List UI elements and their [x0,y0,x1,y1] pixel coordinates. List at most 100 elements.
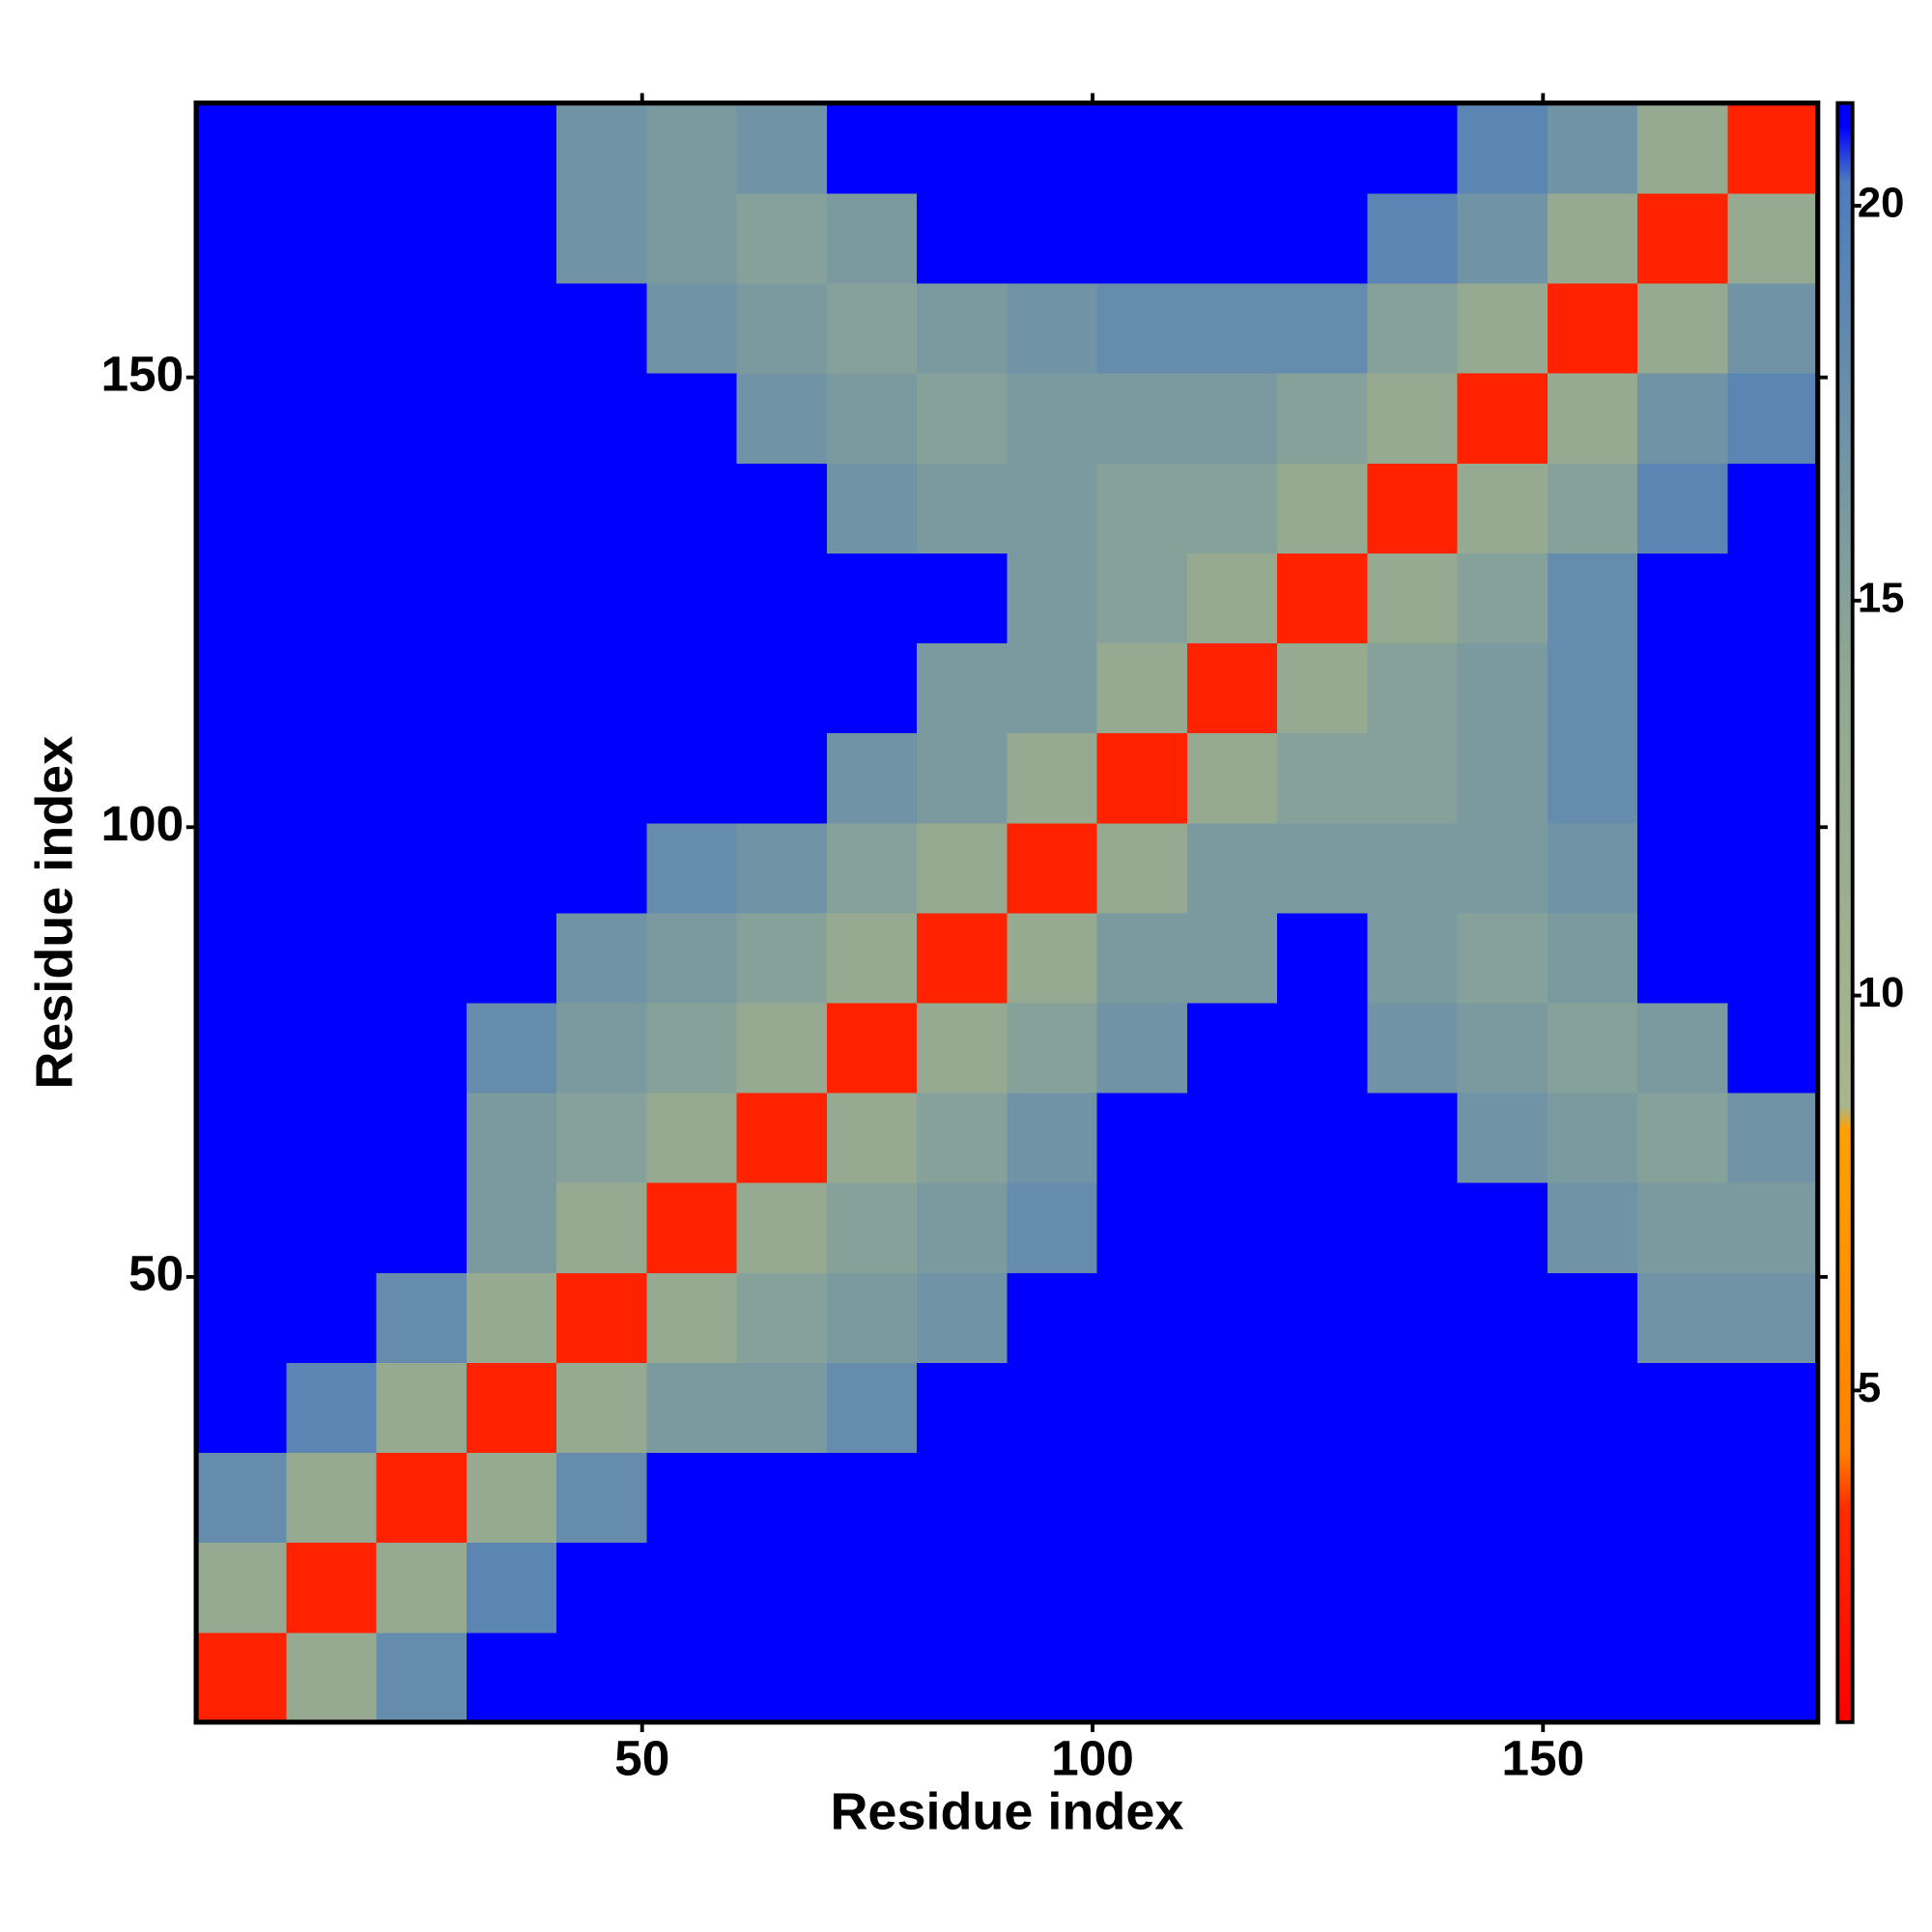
heatmap-cell [1457,373,1548,464]
heatmap-cell [466,282,557,374]
heatmap-cell [376,1272,468,1363]
heatmap-cell [1096,1002,1188,1094]
heatmap-cell [1367,912,1459,1004]
heatmap-cell [917,732,1009,824]
heatmap-cell [646,1542,738,1634]
heatmap-cell [646,912,738,1004]
heatmap-cell [1096,732,1188,824]
heatmap-cell [1727,732,1819,824]
heatmap-cell [286,912,378,1004]
heatmap-cell [736,1272,828,1363]
heatmap-cell [736,1182,828,1273]
heatmap-cell [1367,1272,1459,1363]
heatmap-cell [826,553,918,644]
heatmap-cell [1186,1452,1278,1544]
heatmap-cell [826,1452,918,1544]
heatmap-cell [466,912,557,1004]
heatmap-cell [917,1452,1009,1544]
heatmap-cell [1277,192,1369,284]
heatmap-cell [1637,1272,1729,1363]
heatmap-cell [556,102,648,194]
heatmap-cell [1547,912,1638,1004]
heatmap-cell [556,1002,648,1094]
heatmap-cell [917,1182,1009,1273]
heatmap-cell [917,912,1009,1004]
heatmap-cell [736,1362,828,1454]
heatmap-cell [917,192,1009,284]
heatmap-cell [1547,553,1638,644]
heatmap-cell [1277,553,1369,644]
heatmap-cell [736,1452,828,1544]
heatmap-cell [1277,642,1369,734]
heatmap-cell [1096,1542,1188,1634]
heatmap-cell [1007,463,1098,554]
heatmap-cell [1367,102,1459,194]
heatmap-cell [1186,1002,1278,1094]
heatmap-cell [1007,192,1098,284]
heatmap-cell [1727,1362,1819,1454]
heatmap-cell [196,1362,287,1454]
heatmap-cell [1367,192,1459,284]
heatmap-cell [826,192,918,284]
heatmap-cell [556,1362,648,1454]
heatmap-cell [1547,192,1638,284]
heatmap-cell [1457,1632,1548,1723]
heatmap-cell [826,1182,918,1273]
heatmap-cell [466,102,557,194]
heatmap-cell [1007,1272,1098,1363]
heatmap-cell [1547,1272,1638,1363]
heatmap-cell [1186,553,1278,644]
heatmap-cell [1547,102,1638,194]
heatmap-cell [376,192,468,284]
heatmap [196,102,1819,1723]
heatmap-cell [376,1002,468,1094]
heatmap-cell [466,553,557,644]
heatmap-cell [1186,1092,1278,1183]
colorbar-tick-label: 10 [1858,969,1905,1016]
heatmap-cell [1277,1092,1369,1183]
heatmap-cell [1096,1092,1188,1183]
heatmap-cell [1186,1182,1278,1273]
heatmap-cell [1637,1092,1729,1183]
heatmap-cell [646,192,738,284]
heatmap-cell [286,1542,378,1634]
heatmap-cell [1637,1452,1729,1544]
heatmap-cell [1186,463,1278,554]
heatmap-cell [1637,912,1729,1004]
heatmap-cell [1637,822,1729,914]
heatmap-cell [646,373,738,464]
heatmap-cell [1186,822,1278,914]
heatmap-cell [286,1362,378,1454]
heatmap-cell [1637,282,1729,374]
heatmap-cell [646,1632,738,1723]
heatmap-cell [646,1362,738,1454]
heatmap-cell [1367,373,1459,464]
x-axis-title: Residue index [830,1782,1183,1840]
heatmap-cell [1277,1542,1369,1634]
heatmap-cell [556,732,648,824]
heatmap-cell [1457,1452,1548,1544]
heatmap-cell [466,1182,557,1273]
heatmap-cell [1727,553,1819,644]
heatmap-cell [1727,192,1819,284]
heatmap-cell [826,282,918,374]
heatmap-cell [1007,1452,1098,1544]
heatmap-cell [1457,463,1548,554]
heatmap-cell [1727,912,1819,1004]
heatmap-cell [1007,102,1098,194]
heatmap-cell [1186,282,1278,374]
heatmap-cell [556,1182,648,1273]
heatmap-cell [466,732,557,824]
heatmap-cell [196,1542,287,1634]
heatmap-cell [376,1542,468,1634]
heatmap-cell [1367,642,1459,734]
heatmap-cell [196,463,287,554]
heatmap-cell [1096,282,1188,374]
heatmap-cell [646,553,738,644]
heatmap-cell [1186,1542,1278,1634]
heatmap-cell [736,463,828,554]
heatmap-cell [646,822,738,914]
heatmap-cell [1457,1272,1548,1363]
heatmap-cell [646,732,738,824]
heatmap-cell [917,102,1009,194]
